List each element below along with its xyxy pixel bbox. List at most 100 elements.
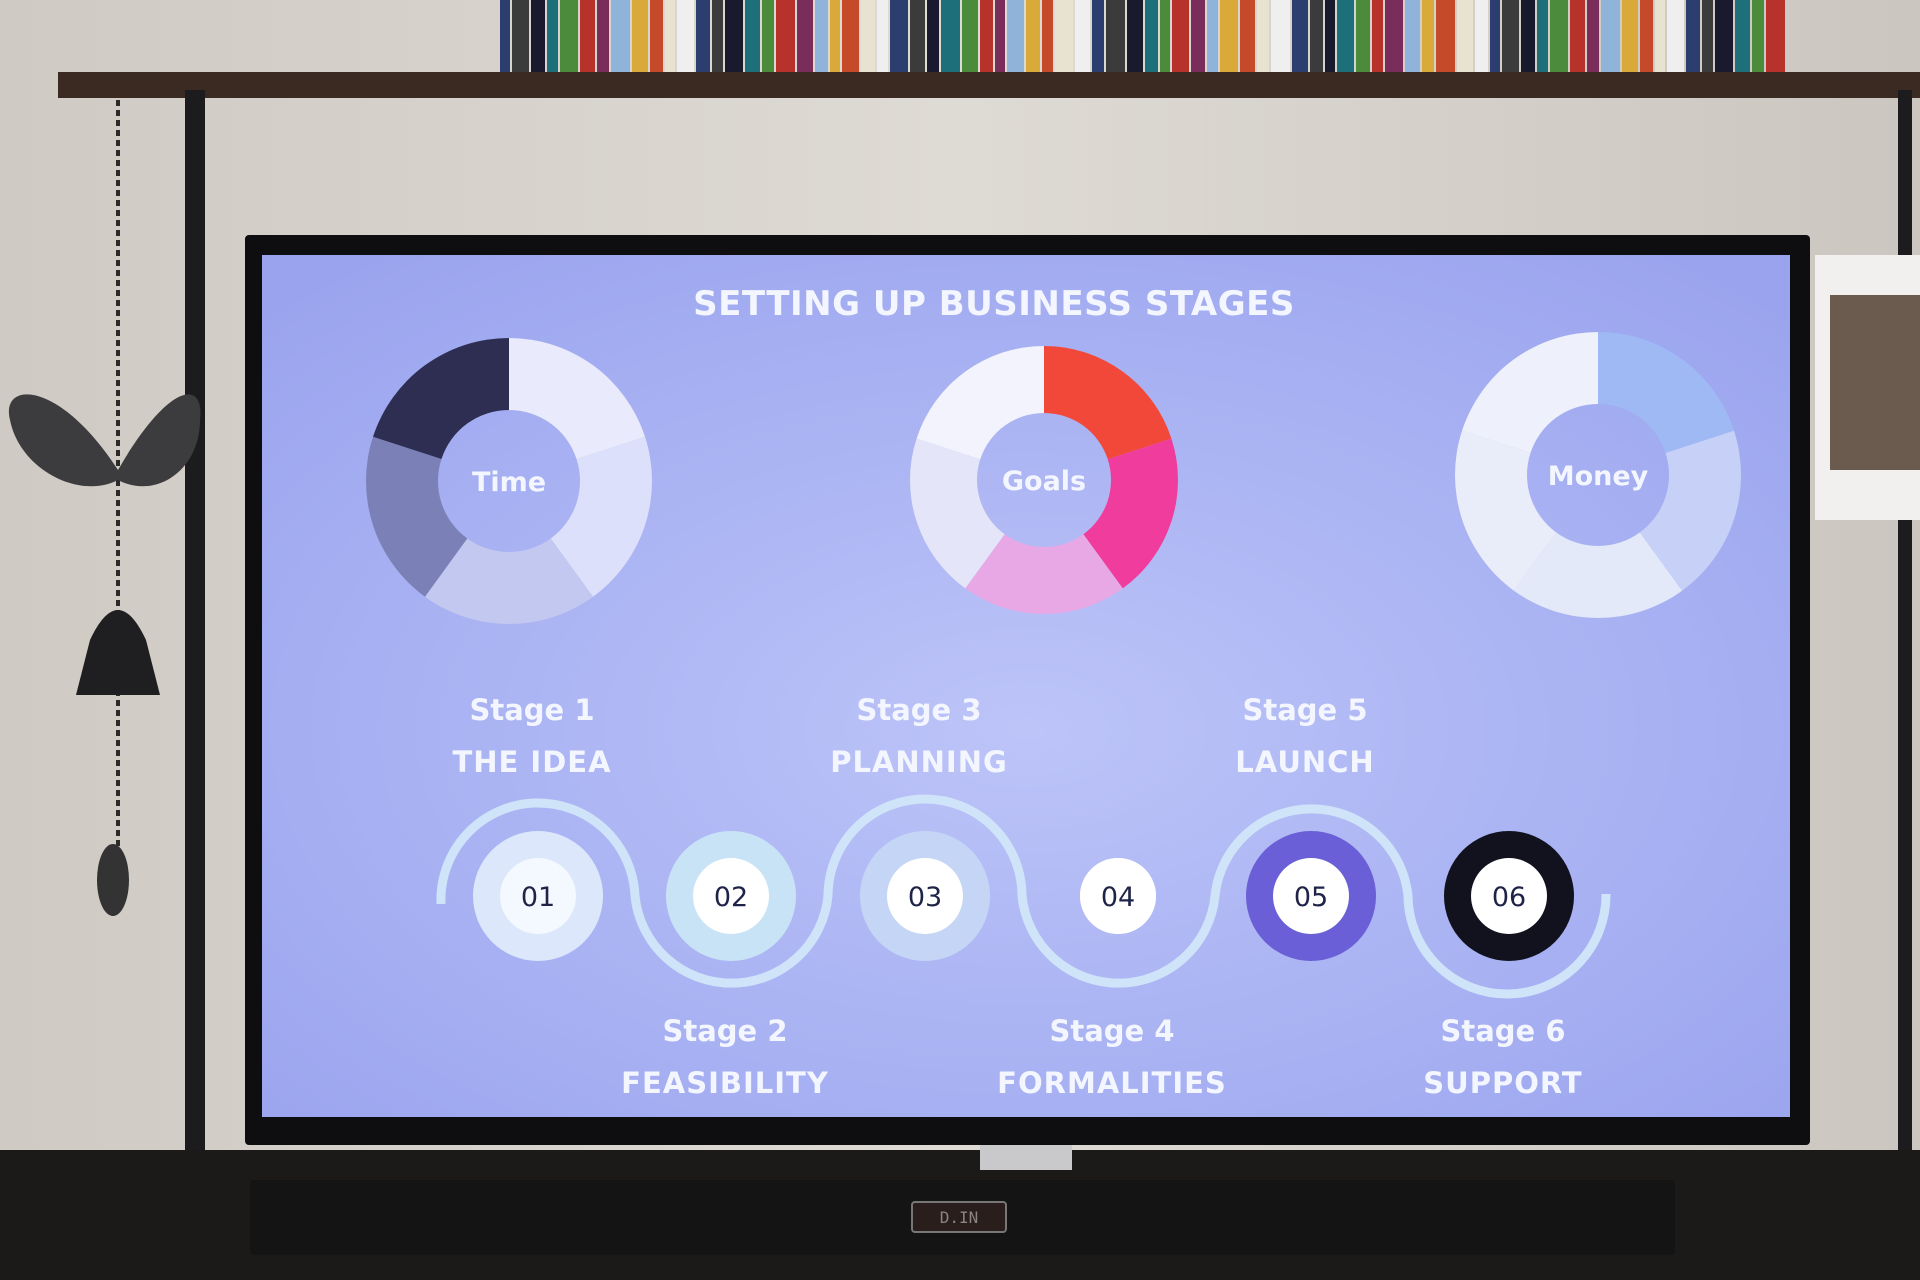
stage-label: Stage 3: [856, 693, 981, 727]
stage-label: Stage 2: [662, 1014, 787, 1048]
book-spine: [941, 0, 960, 72]
book-spine: [677, 0, 694, 72]
book-spine: [1207, 0, 1218, 72]
book-spine: [650, 0, 663, 72]
donut-label: Goals: [1002, 466, 1086, 497]
stage-5: 05 Stage 5 LAUNCH: [1235, 693, 1376, 961]
book-spine: [725, 0, 743, 72]
book-spine: [1160, 0, 1170, 72]
book-spine: [1106, 0, 1125, 72]
stage-4: 04 Stage 4 FORMALITIES: [997, 858, 1227, 1100]
book-spine: [1436, 0, 1455, 72]
donut-segment: [965, 534, 1123, 615]
book-spine: [1092, 0, 1104, 72]
stage-name: FORMALITIES: [997, 1066, 1227, 1100]
slide-title: SETTING UP BUSINESS STAGES: [693, 284, 1295, 324]
book-spine: [1422, 0, 1434, 72]
donut-segment: [1454, 430, 1557, 591]
book-spine: [512, 0, 529, 72]
donut-label: Time: [472, 467, 546, 498]
donut-segment: [550, 436, 653, 597]
book-spine: [995, 0, 1005, 72]
donut-goals: Goals: [910, 346, 1178, 615]
book-spine: [927, 0, 939, 72]
book-spine: [1752, 0, 1764, 72]
book-spine: [877, 0, 888, 72]
book-spine: [1325, 0, 1335, 72]
book-spine: [910, 0, 925, 72]
donut-money: Money: [1454, 332, 1741, 619]
donut-segment: [1461, 332, 1598, 454]
stage-label: Stage 6: [1440, 1014, 1565, 1048]
donut-segment: [1639, 430, 1741, 591]
book-spine: [1075, 0, 1090, 72]
book-spine: [830, 0, 840, 72]
stage-number: 02: [714, 882, 748, 913]
stage-core: [500, 858, 576, 934]
stage-number: 01: [521, 882, 555, 913]
shelf: [58, 72, 1920, 98]
stage-number: 03: [908, 882, 942, 913]
donut-segment: [910, 438, 1005, 589]
soundbar-display: [911, 1201, 1007, 1233]
book-spine: [1145, 0, 1158, 72]
book-spine: [531, 0, 545, 72]
book-spine: [1550, 0, 1568, 72]
book-spine: [745, 0, 760, 72]
book-spine: [1715, 0, 1733, 72]
book-spine: [1475, 0, 1488, 72]
book-spine: [632, 0, 648, 72]
book-spine: [890, 0, 908, 72]
shelf-pipe-left: [185, 90, 205, 1190]
book-spine: [842, 0, 859, 72]
book-spine: [1271, 0, 1290, 72]
stage-name: SUPPORT: [1423, 1066, 1582, 1100]
donut-time: Time: [366, 338, 653, 625]
book-spine: [776, 0, 795, 72]
book-spine: [1766, 0, 1785, 72]
stage-label: Stage 1: [469, 693, 594, 727]
book-spine: [1337, 0, 1354, 72]
book-spine: [1042, 0, 1053, 72]
photo: [1830, 295, 1920, 470]
book-spine: [1667, 0, 1684, 72]
book-spine: [1055, 0, 1073, 72]
stage-label: Stage 5: [1242, 693, 1367, 727]
book-spine: [712, 0, 723, 72]
book-spine: [1191, 0, 1205, 72]
book-spine: [611, 0, 630, 72]
soundbar-display-text: D.IN: [940, 1208, 979, 1227]
book-spine: [597, 0, 609, 72]
donut-segment: [916, 346, 1044, 460]
book-spine: [1240, 0, 1255, 72]
book-spine: [1601, 0, 1620, 72]
book-spine: [1640, 0, 1653, 72]
book-spine: [1490, 0, 1500, 72]
book-spine: [1372, 0, 1383, 72]
stage-name: FEASIBILITY: [621, 1066, 829, 1100]
stage-name: LAUNCH: [1235, 745, 1374, 779]
stage-name: PLANNING: [830, 745, 1008, 779]
book-spine: [696, 0, 710, 72]
stage-label: Stage 4: [1049, 1014, 1174, 1048]
book-spine: [1007, 0, 1024, 72]
book-spine: [1622, 0, 1638, 72]
stage-core: [1471, 858, 1547, 934]
stage-core: [1080, 858, 1156, 934]
book-spine: [962, 0, 978, 72]
stage-3: 03 Stage 3 PLANNING: [830, 693, 1008, 961]
butterfly-bell-decoration: [8, 100, 201, 916]
book-spine: [1220, 0, 1238, 72]
book-spine: [1655, 0, 1665, 72]
book-spine: [1356, 0, 1370, 72]
stage-1: 01 Stage 1 THE IDEA: [452, 693, 611, 961]
book-spine: [762, 0, 774, 72]
book-spine: [547, 0, 558, 72]
stage-6: 06 Stage 6 SUPPORT: [1423, 831, 1582, 1100]
book-spine: [1686, 0, 1700, 72]
donut-segment: [1044, 346, 1172, 460]
stage-number: 04: [1101, 882, 1135, 913]
donut-segment: [1083, 438, 1178, 589]
book-spine: [1570, 0, 1585, 72]
